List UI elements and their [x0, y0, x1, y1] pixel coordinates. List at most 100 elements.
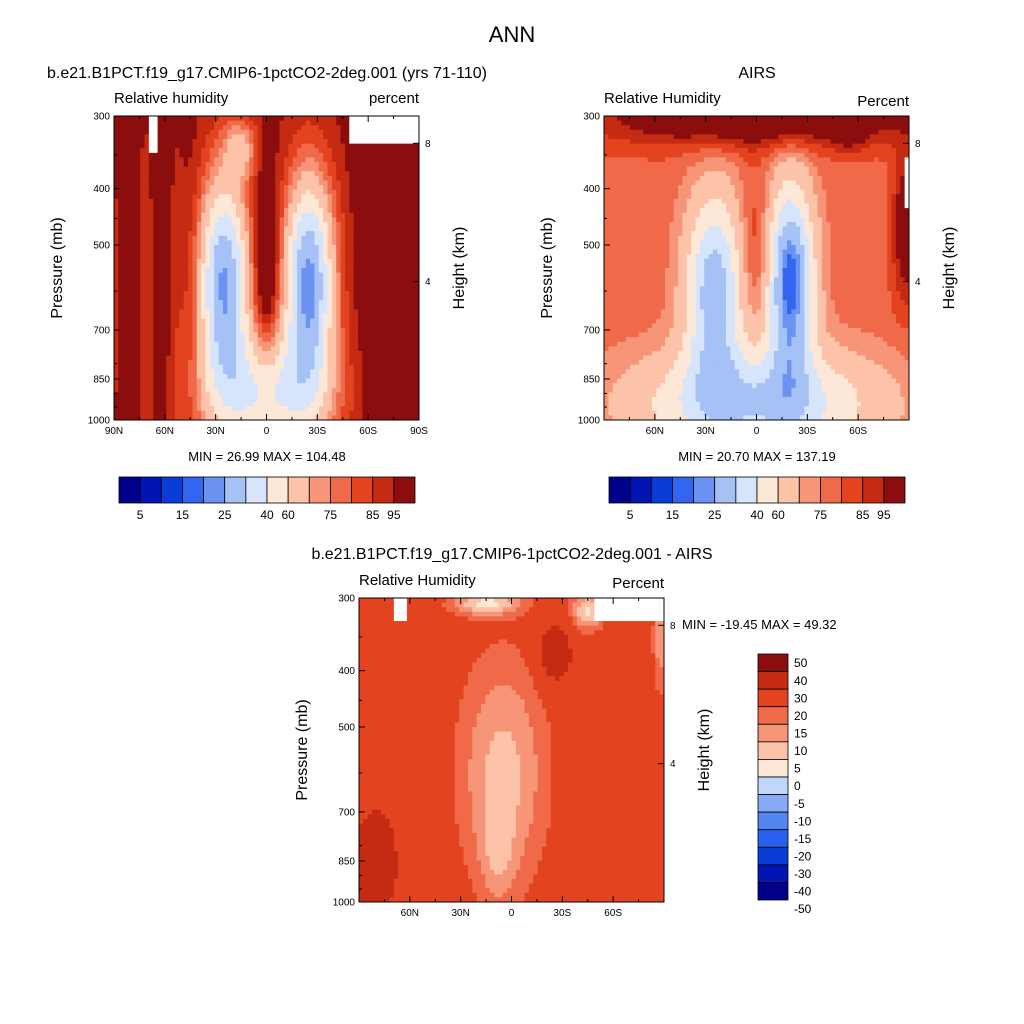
- panel-model-cell: [323, 268, 329, 274]
- panel-model-cell: [244, 378, 250, 384]
- panel-model-cell: [144, 180, 150, 186]
- panel-model-cell: [257, 143, 263, 149]
- panel-model-cell: [297, 300, 302, 306]
- panel-model-cell: [218, 203, 224, 209]
- panel-model-colorbar-label: 95: [387, 508, 401, 522]
- panel-model-cell: [201, 120, 207, 126]
- panel-model-cell: [231, 116, 237, 122]
- panel-model-cell: [405, 263, 411, 269]
- panel-model-cell: [405, 258, 411, 264]
- panel-model-cell: [135, 410, 141, 416]
- panel-model-cell: [275, 120, 281, 126]
- panel-model-cell: [401, 134, 407, 140]
- panel-model-cell: [118, 139, 124, 145]
- panel-model-cell: [288, 309, 294, 315]
- panel-obs-cell: [708, 129, 714, 136]
- panel-model-cell: [166, 383, 172, 389]
- panel-model-cell: [401, 217, 407, 223]
- panel-model-cell: [161, 291, 167, 297]
- panel-model-cell: [371, 139, 377, 145]
- panel-model-cell: [397, 369, 403, 375]
- panel-model-cell: [214, 189, 220, 195]
- panel-model-cell: [135, 185, 141, 191]
- panel-model-cell: [196, 148, 202, 154]
- panel-model-cell: [183, 139, 189, 145]
- panel-model-cell: [314, 314, 320, 320]
- panel-model-cell: [262, 373, 268, 380]
- panel-model-cell: [358, 291, 363, 297]
- panel-model-cell: [196, 410, 202, 416]
- panel-model-cell: [275, 263, 281, 269]
- panel-model-cell: [310, 341, 316, 347]
- panel-model-cell: [305, 125, 311, 131]
- panel-model-cell: [292, 198, 298, 205]
- panel-model-cell: [344, 175, 350, 182]
- panel-model-cell: [314, 341, 320, 347]
- panel-model-cell: [196, 185, 202, 191]
- panel-model-cell: [188, 258, 194, 264]
- panel-model-cell: [366, 314, 372, 320]
- panel-model-cell: [288, 332, 294, 338]
- panel-model-cell: [209, 148, 215, 154]
- panel-model-cell: [405, 268, 411, 274]
- panel-model-cell: [144, 369, 150, 375]
- panel-model-cell: [257, 277, 263, 283]
- panel-model-cell: [310, 337, 316, 343]
- panel-model-cell: [297, 268, 302, 274]
- panel-model-cell: [231, 286, 237, 292]
- panel-model-cell: [153, 355, 159, 361]
- panel-model-cell: [405, 387, 411, 393]
- panel-model-cell: [401, 314, 407, 320]
- panel-model-cell: [336, 185, 342, 191]
- panel-model-cell: [144, 166, 150, 172]
- panel-model-cell: [253, 226, 259, 232]
- panel-model-cell: [305, 360, 311, 366]
- panel-model-cell: [270, 341, 276, 347]
- panel-model-cell: [344, 410, 350, 416]
- panel-model-cell: [305, 304, 311, 311]
- panel-model-cell: [231, 309, 237, 315]
- panel-model-cell: [349, 258, 355, 264]
- panel-model-cell: [270, 314, 276, 320]
- panel-model-cell: [397, 300, 403, 306]
- panel-model-cell: [358, 410, 363, 416]
- panel-model-cell: [166, 369, 172, 375]
- panel-model-cell: [257, 392, 263, 398]
- panel-model-cell: [384, 373, 390, 380]
- panel-model-cell: [327, 175, 333, 182]
- panel-model-cell: [201, 323, 207, 329]
- panel-model-cell: [375, 341, 381, 347]
- panel-model-cell: [305, 332, 311, 338]
- panel-obs-cell: [678, 120, 684, 126]
- panel-model-cell: [318, 166, 324, 172]
- panel-model-cell: [410, 309, 416, 315]
- panel-model-cell: [349, 327, 355, 334]
- panel-model-cell: [122, 286, 128, 292]
- panel-model-cell: [349, 392, 355, 398]
- panel-model-cell: [196, 369, 202, 375]
- panel-model-cell: [214, 221, 220, 228]
- panel-model-cell: [161, 318, 167, 324]
- panel-model-cell: [323, 337, 329, 343]
- panel-model-cell: [262, 244, 268, 251]
- panel-model-cell: [144, 277, 150, 283]
- panel-model-cell: [340, 198, 346, 205]
- panel-model-cell: [214, 318, 220, 324]
- panel-model-cell: [318, 295, 324, 301]
- panel-model-cell: [401, 116, 407, 122]
- panel-model-cell: [183, 295, 189, 301]
- panel-model-cell: [379, 194, 385, 200]
- panel-model-cell: [362, 240, 368, 246]
- panel-model-cell: [183, 162, 189, 168]
- panel-model-cell: [131, 175, 137, 182]
- panel-model-cell: [205, 337, 211, 343]
- panel-model-cell: [196, 198, 202, 205]
- panel-model-cell: [371, 125, 377, 131]
- panel-model-cell: [196, 281, 202, 288]
- panel-model-cell: [148, 281, 154, 288]
- panel-model-cell: [405, 116, 411, 122]
- panel-model-cell: [392, 318, 398, 324]
- panel-model-cell: [231, 221, 237, 228]
- panel-model-cell: [362, 175, 368, 182]
- panel-model-cell: [249, 217, 255, 223]
